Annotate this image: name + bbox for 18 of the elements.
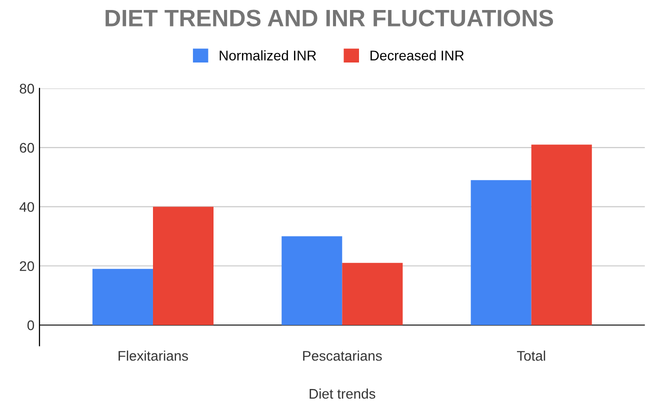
- bar: [92, 268, 153, 326]
- y-tick-label: 0: [27, 320, 34, 330]
- bar: [531, 144, 592, 326]
- bar: [342, 262, 403, 326]
- y-tick-label: 60: [20, 142, 34, 153]
- y-tick-label: 20: [20, 261, 34, 272]
- legend-label: Decreased INR: [370, 50, 464, 60]
- bar: [152, 206, 214, 326]
- x-tick-label: Flexitarians: [118, 350, 188, 361]
- y-tick-label: 40: [19, 202, 34, 212]
- y-tick-label: 80: [20, 84, 34, 94]
- x-axis-title: Diet trends: [310, 388, 376, 399]
- bar: [282, 236, 342, 326]
- legend-label: Normalized INR: [220, 50, 316, 60]
- bar: [470, 180, 532, 326]
- chart-title: DIET TRENDS AND INR FLUCTUATIONS: [106, 10, 554, 26]
- x-tick-label: Total: [516, 350, 546, 361]
- x-tick-label: Pescatarians: [303, 350, 382, 361]
